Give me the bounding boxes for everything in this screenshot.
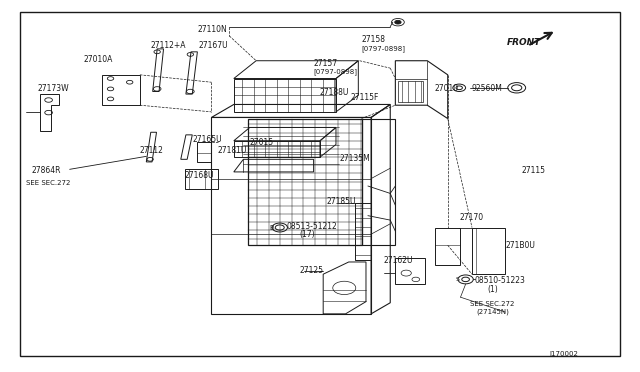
Text: (1): (1)	[487, 285, 498, 294]
Text: 27112: 27112	[140, 146, 164, 155]
Text: 08510-51223: 08510-51223	[474, 276, 525, 285]
Text: 08513-51212: 08513-51212	[287, 222, 337, 231]
Text: 27110N: 27110N	[198, 25, 227, 34]
Text: 92560M: 92560M	[472, 84, 503, 93]
Text: 27162U: 27162U	[384, 256, 413, 265]
Text: B: B	[269, 225, 275, 231]
Text: 27188U: 27188U	[320, 88, 349, 97]
Text: SEE SEC.272: SEE SEC.272	[470, 301, 515, 307]
Text: 27015: 27015	[250, 138, 274, 147]
Text: 27125: 27125	[300, 266, 324, 275]
Text: 27010A: 27010A	[84, 55, 113, 64]
Text: 27010: 27010	[435, 84, 459, 93]
Text: (27145N): (27145N)	[476, 309, 509, 315]
Text: 27185U: 27185U	[326, 197, 356, 206]
Text: 27864R: 27864R	[31, 166, 61, 175]
Text: J170002: J170002	[550, 350, 579, 356]
Text: 27170: 27170	[460, 213, 483, 222]
Text: 27165U: 27165U	[192, 135, 222, 144]
Text: 27112+A: 27112+A	[151, 41, 186, 50]
Ellipse shape	[395, 20, 401, 24]
Text: [0797-0898]: [0797-0898]	[362, 45, 406, 52]
Text: 27173W: 27173W	[38, 84, 69, 93]
Text: 27115F: 27115F	[351, 93, 379, 102]
Text: 27168U: 27168U	[184, 171, 214, 180]
Text: 27181U: 27181U	[218, 146, 247, 155]
Text: [0797-0898]: [0797-0898]	[314, 68, 358, 75]
Text: S: S	[456, 277, 460, 282]
Text: 27115: 27115	[521, 166, 545, 175]
Text: 27135M: 27135M	[339, 154, 370, 163]
Text: 27167U: 27167U	[198, 41, 228, 50]
Text: 271B0U: 271B0U	[505, 241, 535, 250]
Text: FRONT: FRONT	[506, 38, 541, 47]
Text: 27157: 27157	[314, 59, 338, 68]
Text: SEE SEC.272: SEE SEC.272	[26, 180, 70, 186]
Text: 27158: 27158	[362, 35, 385, 44]
Text: (17): (17)	[300, 230, 315, 240]
